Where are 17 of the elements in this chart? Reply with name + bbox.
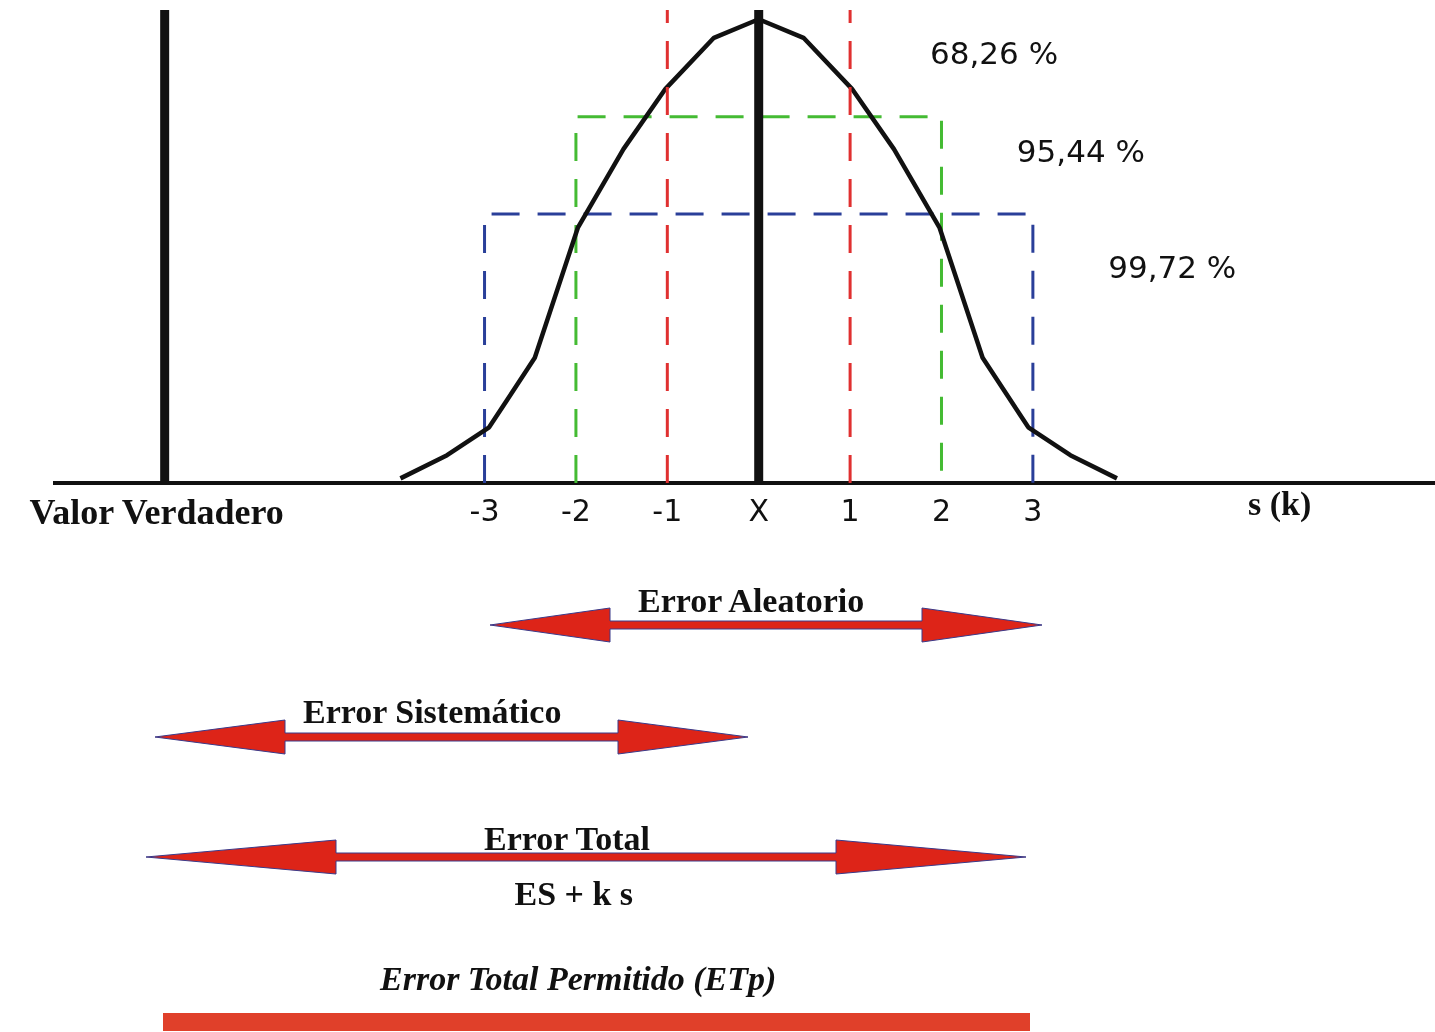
x-tick-label: 1 — [840, 492, 860, 528]
x-tick-label: -2 — [560, 492, 591, 528]
annotation: 68,26 % — [930, 35, 1059, 72]
text: Error Aleatorio — [638, 582, 865, 620]
x-tick-label: 2 — [931, 492, 952, 528]
text: ES + k s — [514, 875, 634, 913]
x-tick-label: -3 — [469, 492, 500, 528]
text: Error Total — [484, 820, 650, 858]
ref-line-label: Valor Verdadero — [29, 492, 284, 533]
x-tick-label: X — [748, 492, 769, 528]
annotation: 95,44 % — [1016, 132, 1145, 169]
x-tick-label: -1 — [652, 492, 683, 528]
annotation: 99,72 % — [1108, 248, 1237, 285]
x-axis-title: s (k) — [1247, 484, 1312, 523]
text: Error Total Permitido (ETp) — [380, 960, 777, 998]
text: Error Sistemático — [303, 693, 562, 731]
x-tick-label: 3 — [1023, 492, 1043, 528]
